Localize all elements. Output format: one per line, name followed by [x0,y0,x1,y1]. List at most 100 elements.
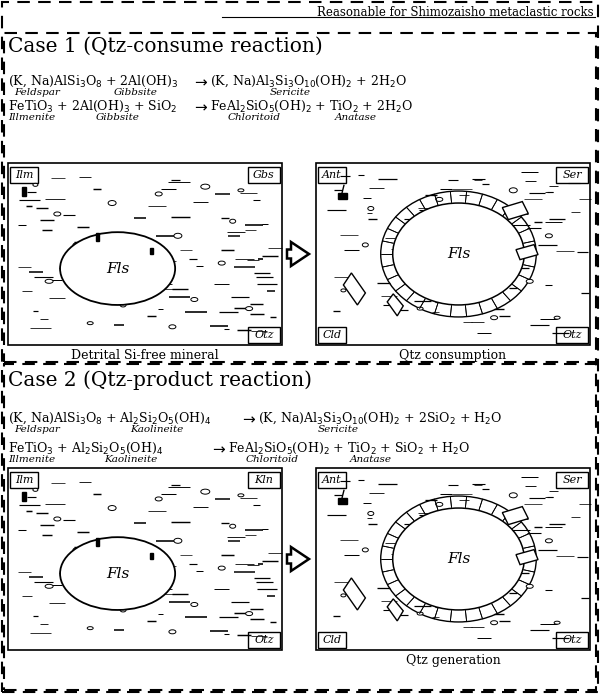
Ellipse shape [33,183,38,187]
Bar [10,167,38,183]
Bar [556,327,588,343]
Bar [316,163,590,345]
Text: Fls: Fls [106,566,129,581]
Text: $\rightarrow$: $\rightarrow$ [240,411,257,426]
Ellipse shape [393,203,524,305]
Text: Anatase: Anatase [335,113,377,122]
Text: Ant: Ant [322,170,342,180]
Bar [4,33,596,362]
Ellipse shape [174,539,182,543]
Text: $\rightarrow$: $\rightarrow$ [192,99,209,114]
Text: (K, Na)Al$_3$Si$_3$O$_{10}$(OH)$_2$ + 2SiO$_2$ + H$_2$O: (K, Na)Al$_3$Si$_3$O$_{10}$(OH)$_2$ + 2S… [258,411,502,427]
Bar [248,327,280,343]
FancyArrow shape [287,547,309,571]
Bar [151,248,154,254]
Ellipse shape [73,548,80,552]
Ellipse shape [381,496,536,622]
Bar [8,163,282,345]
Text: Sericite: Sericite [318,425,359,434]
Ellipse shape [245,611,253,616]
Polygon shape [343,578,365,610]
Text: Fls: Fls [106,262,129,276]
Bar [556,472,588,488]
Ellipse shape [45,584,53,589]
Ellipse shape [230,219,236,223]
Ellipse shape [201,489,210,494]
Bar [248,632,280,648]
Bar [556,632,588,648]
Ellipse shape [73,243,80,247]
Bar [556,167,588,183]
Bar [10,472,38,488]
Ellipse shape [491,620,497,625]
Text: FeAl$_2$SiO$_5$(OH)$_2$ + TiO$_2$ + 2H$_2$O: FeAl$_2$SiO$_5$(OH)$_2$ + TiO$_2$ + 2H$_… [210,99,413,115]
Ellipse shape [545,234,553,238]
Ellipse shape [554,621,560,624]
Ellipse shape [87,321,93,325]
Ellipse shape [174,233,182,238]
Text: Feldspar: Feldspar [14,425,60,434]
Ellipse shape [120,608,126,612]
Bar [318,167,346,183]
Ellipse shape [381,191,536,317]
Ellipse shape [393,508,524,610]
Ellipse shape [436,197,443,201]
Ellipse shape [238,494,244,497]
Text: FeTiO$_3$ + 2Al(OH)$_3$ + SiO$_2$: FeTiO$_3$ + 2Al(OH)$_3$ + SiO$_2$ [8,99,177,115]
Ellipse shape [509,188,517,193]
Text: Qtz generation: Qtz generation [406,654,500,667]
Text: Kaolineite: Kaolineite [130,425,183,434]
Text: (K, Na)Al$_3$Si$_3$O$_{10}$(OH)$_2$ + 2H$_2$O: (K, Na)Al$_3$Si$_3$O$_{10}$(OH)$_2$ + 2H… [210,74,407,90]
Bar [22,492,26,501]
Text: $\rightarrow$: $\rightarrow$ [192,74,209,89]
Polygon shape [387,599,403,621]
Ellipse shape [148,274,154,278]
Ellipse shape [218,261,225,265]
Bar [22,187,26,196]
Text: Otz: Otz [254,635,274,645]
Text: Ser: Ser [562,170,582,180]
Text: Chloritoid: Chloritoid [228,113,281,122]
Bar [151,553,154,559]
Text: Case 1 (Qtz-consume reaction): Case 1 (Qtz-consume reaction) [8,37,323,56]
Ellipse shape [54,212,61,216]
Bar [248,472,280,488]
Text: Fls: Fls [447,247,470,261]
Ellipse shape [509,493,517,498]
Ellipse shape [201,184,210,189]
FancyArrow shape [287,242,309,266]
Ellipse shape [417,612,423,615]
Ellipse shape [87,627,93,629]
Text: Anatase: Anatase [350,455,392,464]
Text: (K, Na)AlSi$_3$O$_8$ + Al$_2$Si$_2$O$_5$(OH)$_4$: (K, Na)AlSi$_3$O$_8$ + Al$_2$Si$_2$O$_5$… [8,411,212,427]
Text: Gibbsite: Gibbsite [96,113,140,122]
Ellipse shape [148,579,154,583]
Ellipse shape [362,243,368,247]
Ellipse shape [341,289,346,292]
Ellipse shape [120,303,126,307]
Text: Illmenite: Illmenite [8,455,55,464]
Polygon shape [516,245,538,260]
Ellipse shape [54,517,61,521]
Text: Case 2 (Qtz-product reaction): Case 2 (Qtz-product reaction) [8,370,312,389]
Text: Feldspar: Feldspar [14,88,60,97]
Text: Illmenite: Illmenite [8,113,55,122]
Ellipse shape [60,232,175,305]
Text: FeTiO$_3$ + Al$_2$Si$_2$O$_5$(OH)$_4$: FeTiO$_3$ + Al$_2$Si$_2$O$_5$(OH)$_4$ [8,441,163,456]
Ellipse shape [554,316,560,319]
Ellipse shape [155,497,162,501]
Text: Sericite: Sericite [270,88,311,97]
Polygon shape [502,507,529,525]
Text: Gbs: Gbs [253,170,275,180]
Bar [95,233,98,242]
Text: Otz: Otz [562,635,582,645]
Ellipse shape [155,192,162,196]
Ellipse shape [245,307,253,311]
Text: Kaolineite: Kaolineite [104,455,157,464]
Text: Cld: Cld [322,330,341,340]
Polygon shape [387,294,403,316]
Ellipse shape [169,325,176,329]
Ellipse shape [33,489,38,491]
Text: Reasonable for Shimozaisho metaclastic rocks: Reasonable for Shimozaisho metaclastic r… [317,6,594,19]
Ellipse shape [108,505,116,511]
